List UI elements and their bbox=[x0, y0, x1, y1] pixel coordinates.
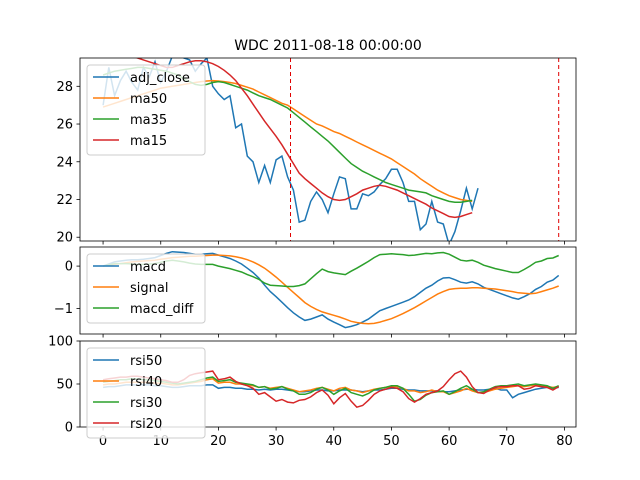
panel-macd: 0 −1 macd signal macd_diff bbox=[54, 246, 577, 338]
y-tick-label-price-3: 26 bbox=[56, 118, 73, 133]
legend-label-ma15: ma15 bbox=[130, 134, 167, 149]
y-tick-label-price-4: 28 bbox=[56, 80, 73, 95]
y-tick-label-price-0: 20 bbox=[56, 231, 73, 246]
axes-frame-macd bbox=[79, 246, 577, 335]
x-tick-label-6: 60 bbox=[441, 434, 458, 449]
legend-macd: macd signal macd_diff bbox=[86, 253, 206, 324]
y-tick-label-rsi-1: 50 bbox=[56, 378, 73, 393]
y-tick-label-rsi-0: 0 bbox=[65, 421, 73, 436]
legend-label-rsi30: rsi30 bbox=[130, 396, 162, 411]
series-line-macd bbox=[102, 250, 560, 329]
y-tick-label-price-2: 24 bbox=[56, 155, 73, 170]
x-tick-label-8: 80 bbox=[556, 434, 573, 449]
legend-label-adj_close: adj_close bbox=[130, 71, 190, 86]
legend-box-price bbox=[86, 64, 206, 156]
panel-price: 20 22 24 26 28 adj_close ma50 ma35 ma15 bbox=[56, 57, 577, 246]
legend-label-macd: macd bbox=[130, 260, 166, 275]
axes-frame-price bbox=[79, 57, 577, 242]
chart-title: WDC 2011-08-18 00:00:00 bbox=[234, 38, 422, 54]
legend-label-rsi20: rsi20 bbox=[130, 417, 162, 432]
legend-label-macd_diff: macd_diff bbox=[130, 302, 194, 317]
y-tick-label-macd-1: −1 bbox=[54, 302, 73, 317]
legend-label-signal: signal bbox=[130, 281, 168, 296]
x-tick-label-0: 0 bbox=[99, 434, 107, 449]
legend-price: adj_close ma50 ma35 ma15 bbox=[86, 64, 206, 156]
legend-label-ma35: ma35 bbox=[130, 113, 167, 128]
y-tick-label-rsi-2: 100 bbox=[48, 335, 73, 350]
y-tick-label-macd-0: 0 bbox=[65, 260, 73, 275]
legend-box-macd bbox=[86, 253, 206, 324]
x-tick-label-2: 20 bbox=[210, 434, 227, 449]
legend-label-rsi50: rsi50 bbox=[130, 354, 162, 369]
legend-label-ma50: ma50 bbox=[130, 92, 167, 107]
x-tick-label-5: 50 bbox=[383, 434, 400, 449]
x-tick-label-7: 70 bbox=[499, 434, 516, 449]
legend-box-rsi bbox=[86, 347, 206, 439]
y-tick-label-price-1: 22 bbox=[56, 193, 73, 208]
x-tick-label-3: 30 bbox=[268, 434, 285, 449]
x-tick-label-4: 40 bbox=[325, 434, 342, 449]
legend-rsi: rsi50 rsi40 rsi30 rsi20 bbox=[86, 347, 206, 439]
legend-label-rsi40: rsi40 bbox=[130, 375, 162, 390]
